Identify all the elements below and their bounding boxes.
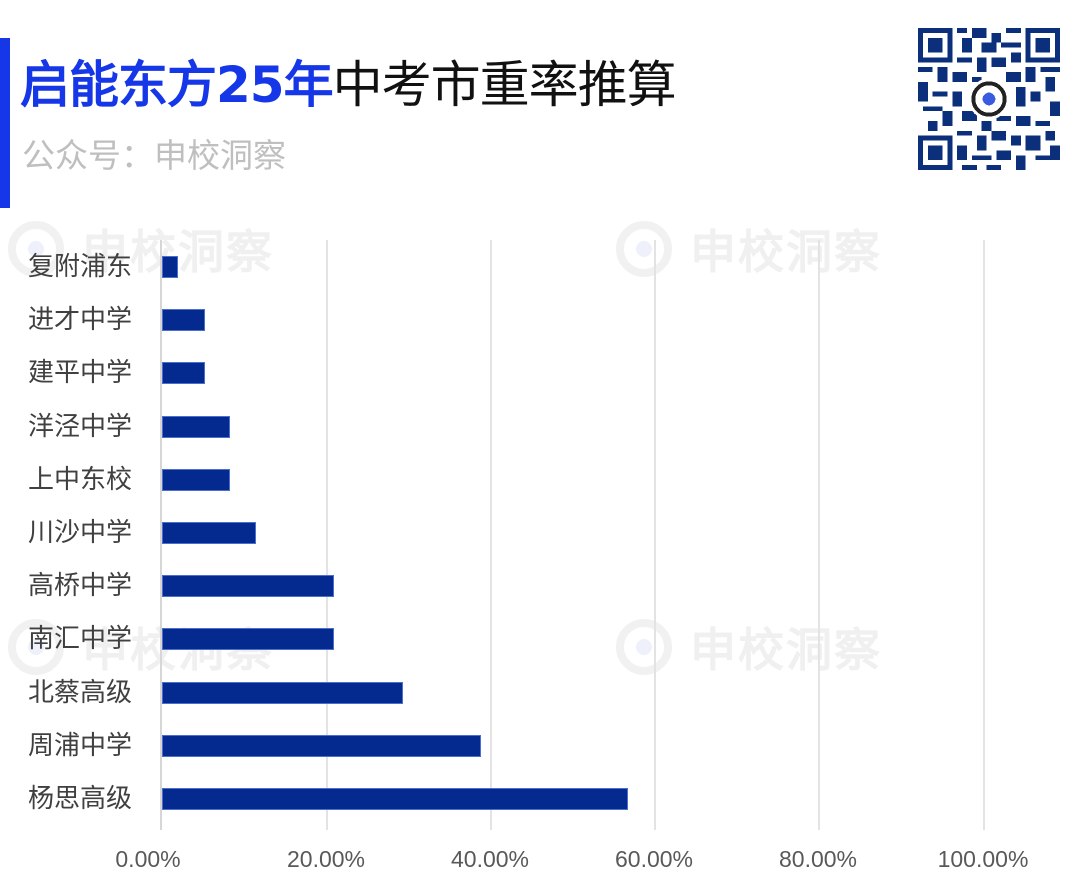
bar bbox=[162, 468, 231, 491]
category-label: 建平中学 bbox=[28, 358, 133, 389]
title-highlight: 启能东方25年 bbox=[20, 56, 334, 114]
category-label: 洋泾中学 bbox=[28, 411, 133, 442]
watermark-logo-icon bbox=[8, 221, 64, 277]
title-accent-bar bbox=[0, 38, 10, 208]
gridline bbox=[983, 240, 985, 830]
x-tick-label: 100.00% bbox=[937, 846, 1029, 872]
gridline bbox=[326, 240, 328, 830]
watermark-logo-icon bbox=[616, 619, 672, 675]
gridline bbox=[818, 240, 820, 830]
bar bbox=[162, 362, 205, 385]
bar bbox=[162, 309, 205, 332]
bar bbox=[162, 256, 179, 278]
category-label: 川沙中学 bbox=[28, 518, 133, 548]
watermark: 申校洞察 bbox=[616, 614, 882, 680]
watermark: 申校洞察 bbox=[616, 216, 882, 282]
gridline bbox=[490, 240, 492, 830]
category-label: 复附浦东 bbox=[28, 252, 133, 282]
title-rest: 中考市重率推算 bbox=[332, 56, 677, 114]
bar bbox=[162, 415, 231, 438]
watermark-logo-icon bbox=[616, 221, 672, 277]
watermark: 申校洞察 bbox=[8, 216, 274, 282]
watermark-logo-icon bbox=[8, 619, 64, 675]
category-label: 上中东校 bbox=[28, 464, 133, 495]
bar bbox=[162, 734, 481, 757]
bar bbox=[162, 681, 403, 704]
category-label: 南汇中学 bbox=[28, 624, 133, 655]
gridline bbox=[654, 240, 656, 830]
chart-title: 启能东方25年中考市重率推算 bbox=[20, 52, 677, 118]
x-tick-label: 0.00% bbox=[115, 846, 181, 872]
qr-code-icon bbox=[918, 28, 1060, 170]
category-label: 杨思高级 bbox=[28, 784, 133, 814]
category-label: 进才中学 bbox=[28, 305, 133, 336]
x-tick-label: 20.00% bbox=[286, 846, 366, 872]
x-tick-label: 60.00% bbox=[614, 846, 694, 872]
x-tick-label: 80.00% bbox=[778, 846, 858, 872]
bar bbox=[162, 628, 335, 651]
category-label: 高桥中学 bbox=[28, 571, 133, 602]
category-label: 周浦中学 bbox=[28, 730, 133, 761]
y-axis-line bbox=[160, 240, 162, 830]
bar bbox=[162, 788, 629, 810]
x-tick-label: 40.00% bbox=[450, 846, 530, 872]
chart-subtitle: 公众号：申校洞察 bbox=[22, 136, 286, 175]
bar bbox=[162, 575, 335, 598]
bar bbox=[162, 522, 256, 544]
category-label: 北蔡高级 bbox=[28, 677, 133, 708]
